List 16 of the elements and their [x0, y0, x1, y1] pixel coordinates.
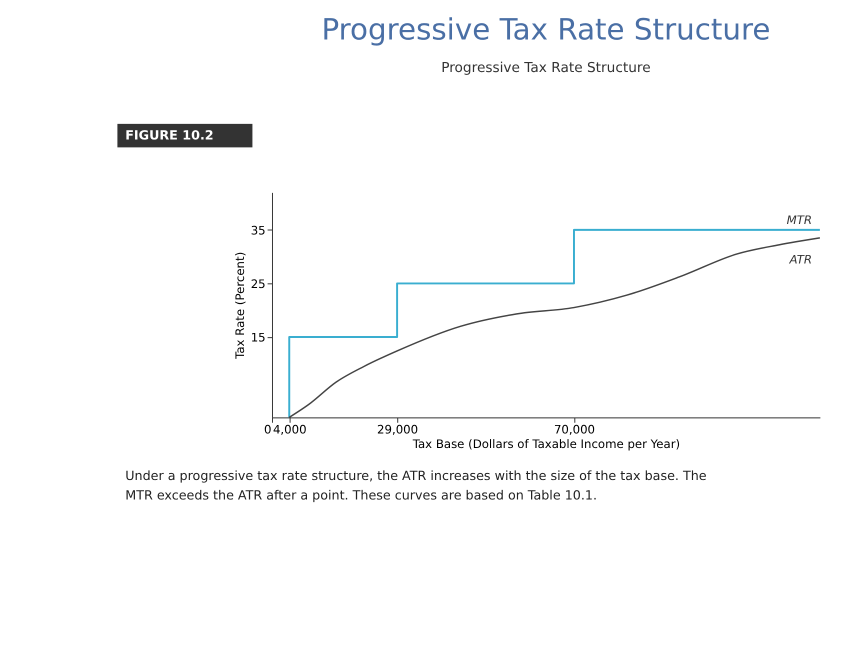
text: MTR exceeds the ATR after a point. These curves are based on Table 10.1.: [125, 488, 598, 503]
text: Under a progressive tax rate structure, the ATR increases with the size of the tax base. The: [125, 468, 707, 483]
x-tick-label: 0: [264, 422, 272, 437]
series-label: MTR: [786, 212, 812, 227]
y-tick-label: 15: [250, 330, 266, 344]
y-tick-label: 35: [250, 223, 266, 238]
y-tick-label: 25: [250, 276, 266, 291]
x-tick-label: 29,000: [377, 422, 418, 437]
series-label: ATR: [788, 252, 812, 266]
caption: FIGURE 10.2: [125, 128, 214, 143]
y-axis-title: Tax Rate (Percent): [232, 252, 247, 360]
x-axis-title: Tax Base (Dollars of Taxable Income per Year): [412, 437, 680, 452]
chart-subtitle: Progressive Tax Rate Structure: [441, 60, 651, 76]
x-tick-label: 70,000: [554, 422, 595, 437]
x-tick-label: 4,000: [272, 422, 307, 437]
chart-title: Progressive Tax Rate Structure: [321, 12, 770, 47]
